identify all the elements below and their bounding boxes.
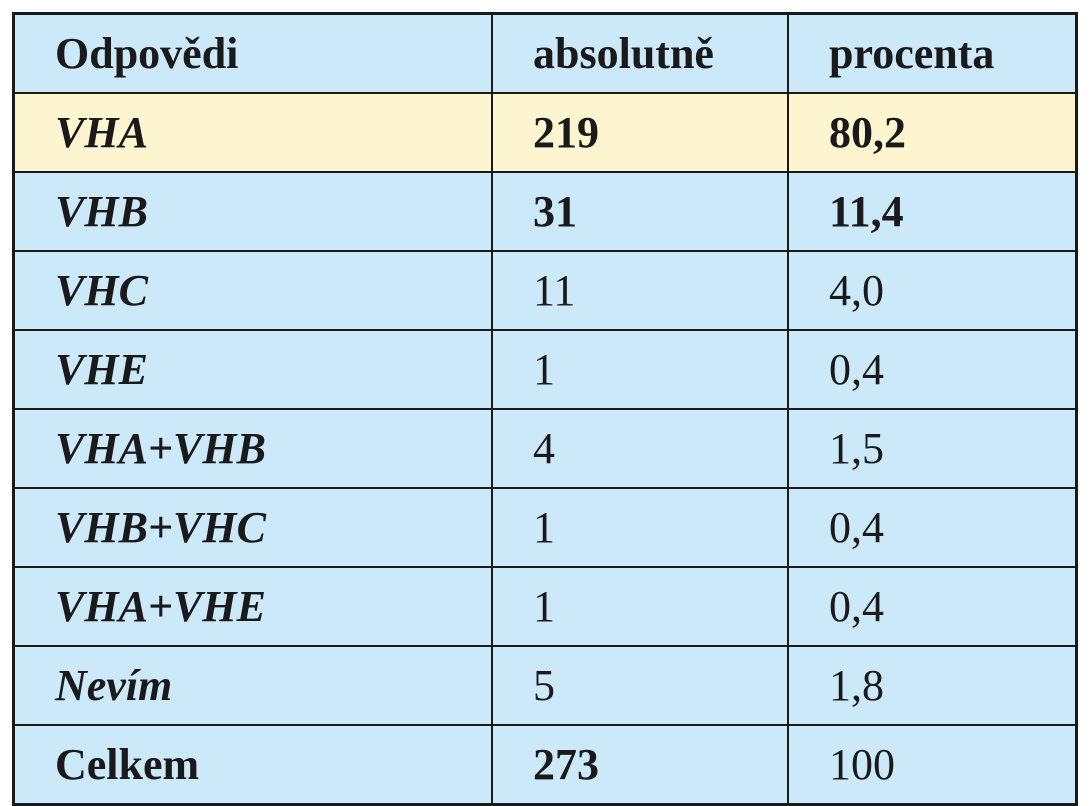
table-row: VHB+VHC 1 0,4 [12, 487, 1078, 568]
table-cell: VHB [12, 171, 493, 252]
header-cell: Odpovědi [12, 12, 493, 94]
table-cell: 80,2 [787, 92, 1078, 173]
header-cell: absolutně [491, 12, 789, 94]
table-row: VHB 31 11,4 [12, 171, 1078, 252]
table-row: VHC 11 4,0 [12, 250, 1078, 331]
table-cell: Celkem [12, 724, 493, 806]
table-cell: 31 [491, 171, 789, 252]
table-cell: 1 [491, 487, 789, 568]
table-cell: VHA+VHE [12, 566, 493, 647]
table-row: Celkem 273 100 [12, 724, 1078, 806]
table-cell: 0,4 [787, 329, 1078, 410]
header-cell: procenta [787, 12, 1078, 94]
table-cell: 5 [491, 645, 789, 726]
table-cell: 100 [787, 724, 1078, 806]
table-row: VHA+VHE 1 0,4 [12, 566, 1078, 647]
table-cell: Nevím [12, 645, 493, 726]
table-cell: VHA [12, 92, 493, 173]
table-cell: VHA+VHB [12, 408, 493, 489]
table-cell: VHE [12, 329, 493, 410]
table-cell: VHB+VHC [12, 487, 493, 568]
table-row: VHA+VHB 4 1,5 [12, 408, 1078, 489]
table-cell: 1,5 [787, 408, 1078, 489]
data-table: Odpovědi absolutně procenta VHA 219 80,2 VH… [12, 12, 1078, 806]
table-cell: 219 [491, 92, 789, 173]
table-cell: 1 [491, 329, 789, 410]
table-cell: 11 [491, 250, 789, 331]
table-cell: 0,4 [787, 566, 1078, 647]
table-cell: VHC [12, 250, 493, 331]
table-cell: 1 [491, 566, 789, 647]
table-cell: 1,8 [787, 645, 1078, 726]
table-cell: 4,0 [787, 250, 1078, 331]
table-cell: 4 [491, 408, 789, 489]
table-row: VHE 1 0,4 [12, 329, 1078, 410]
table-cell: 11,4 [787, 171, 1078, 252]
table-row: Nevím 5 1,8 [12, 645, 1078, 726]
table-cell: 0,4 [787, 487, 1078, 568]
header-row: Odpovědi absolutně procenta [12, 12, 1078, 94]
table-row: VHA 219 80,2 [12, 92, 1078, 173]
table-cell: 273 [491, 724, 789, 806]
